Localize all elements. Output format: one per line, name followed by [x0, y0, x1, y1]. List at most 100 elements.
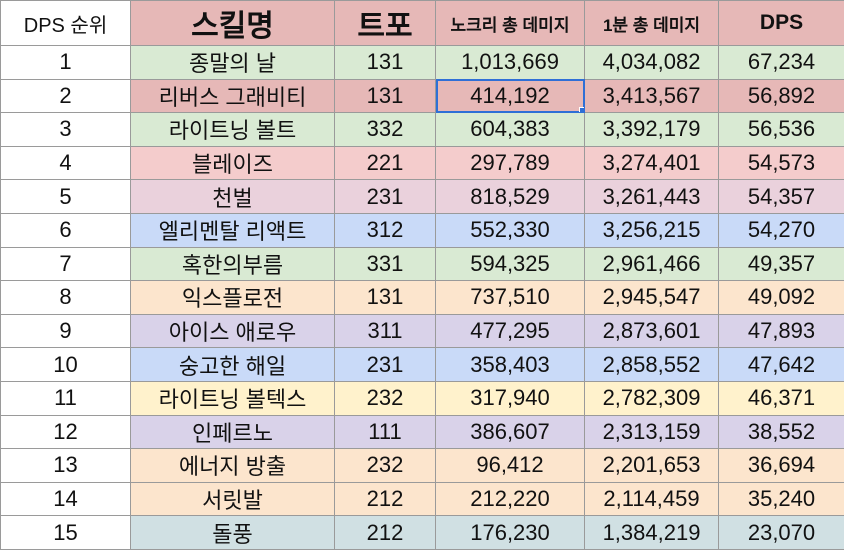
- 1min-damage-cell[interactable]: 3,261,443: [585, 180, 719, 214]
- skill-cell[interactable]: 돌풍: [131, 516, 335, 550]
- rank-cell[interactable]: 4: [1, 146, 131, 180]
- dps-cell[interactable]: 54,573: [719, 146, 844, 180]
- nocrit-damage-cell[interactable]: 358,403: [436, 348, 585, 382]
- skill-cell[interactable]: 천벌: [131, 180, 335, 214]
- dps-cell[interactable]: 49,092: [719, 281, 844, 315]
- skill-cell[interactable]: 서릿발: [131, 482, 335, 516]
- nocrit-damage-cell[interactable]: 212,220: [436, 482, 585, 516]
- tripod-cell[interactable]: 231: [335, 180, 436, 214]
- 1min-damage-cell[interactable]: 2,313,159: [585, 415, 719, 449]
- dps-cell[interactable]: 67,234: [719, 46, 844, 80]
- nocrit-damage-cell[interactable]: 297,789: [436, 146, 585, 180]
- tripod-cell[interactable]: 111: [335, 415, 436, 449]
- tripod-cell[interactable]: 212: [335, 482, 436, 516]
- dps-cell[interactable]: 54,357: [719, 180, 844, 214]
- skill-cell[interactable]: 리버스 그래비티: [131, 79, 335, 113]
- nocrit-damage-cell[interactable]: 317,940: [436, 381, 585, 415]
- tripod-cell[interactable]: 232: [335, 381, 436, 415]
- rank-cell[interactable]: 3: [1, 113, 131, 147]
- header-1min-damage[interactable]: 1분 총 데미지: [585, 1, 719, 46]
- dps-cell[interactable]: 46,371: [719, 381, 844, 415]
- nocrit-damage-cell[interactable]: 594,325: [436, 247, 585, 281]
- nocrit-damage-cell[interactable]: 414,192: [436, 79, 585, 113]
- tripod-cell[interactable]: 131: [335, 79, 436, 113]
- 1min-damage-cell[interactable]: 3,413,567: [585, 79, 719, 113]
- 1min-damage-cell[interactable]: 2,873,601: [585, 314, 719, 348]
- dps-cell[interactable]: 36,694: [719, 449, 844, 483]
- tripod-cell[interactable]: 232: [335, 449, 436, 483]
- 1min-damage-cell[interactable]: 2,201,653: [585, 449, 719, 483]
- skill-cell[interactable]: 아이스 애로우: [131, 314, 335, 348]
- nocrit-damage-cell[interactable]: 818,529: [436, 180, 585, 214]
- tripod-cell[interactable]: 131: [335, 281, 436, 315]
- 1min-damage-cell[interactable]: 2,961,466: [585, 247, 719, 281]
- skill-cell[interactable]: 블레이즈: [131, 146, 335, 180]
- rank-cell[interactable]: 11: [1, 381, 131, 415]
- dps-cell[interactable]: 56,536: [719, 113, 844, 147]
- dps-cell[interactable]: 49,357: [719, 247, 844, 281]
- nocrit-damage-cell[interactable]: 176,230: [436, 516, 585, 550]
- rank-cell[interactable]: 9: [1, 314, 131, 348]
- 1min-damage-cell[interactable]: 1,384,219: [585, 516, 719, 550]
- 1min-damage-cell[interactable]: 2,858,552: [585, 348, 719, 382]
- 1min-damage-cell[interactable]: 2,782,309: [585, 381, 719, 415]
- dps-cell[interactable]: 47,893: [719, 314, 844, 348]
- tripod-cell[interactable]: 312: [335, 213, 436, 247]
- 1min-damage-cell[interactable]: 3,392,179: [585, 113, 719, 147]
- dps-cell[interactable]: 23,070: [719, 516, 844, 550]
- 1min-damage-cell[interactable]: 2,114,459: [585, 482, 719, 516]
- skill-cell[interactable]: 라이트닝 볼트: [131, 113, 335, 147]
- header-skill[interactable]: 스킬명: [131, 1, 335, 46]
- rank-cell[interactable]: 8: [1, 281, 131, 315]
- header-tripod[interactable]: 트포: [335, 1, 436, 46]
- tripod-cell[interactable]: 231: [335, 348, 436, 382]
- dps-cell[interactable]: 47,642: [719, 348, 844, 382]
- skill-cell[interactable]: 익스플로전: [131, 281, 335, 315]
- rank-cell[interactable]: 10: [1, 348, 131, 382]
- nocrit-damage-cell[interactable]: 1,013,669: [436, 46, 585, 80]
- dps-cell[interactable]: 54,270: [719, 213, 844, 247]
- rank-cell[interactable]: 14: [1, 482, 131, 516]
- rank-cell[interactable]: 7: [1, 247, 131, 281]
- skill-cell[interactable]: 인페르노: [131, 415, 335, 449]
- skill-cell[interactable]: 혹한의부름: [131, 247, 335, 281]
- nocrit-damage-cell[interactable]: 477,295: [436, 314, 585, 348]
- 1min-damage-cell[interactable]: 3,256,215: [585, 213, 719, 247]
- tripod-cell[interactable]: 311: [335, 314, 436, 348]
- skill-cell[interactable]: 종말의 날: [131, 46, 335, 80]
- rank-cell[interactable]: 5: [1, 180, 131, 214]
- tripod-cell[interactable]: 212: [335, 516, 436, 550]
- nocrit-damage-cell[interactable]: 552,330: [436, 213, 585, 247]
- dps-cell[interactable]: 35,240: [719, 482, 844, 516]
- rank-cell[interactable]: 1: [1, 46, 131, 80]
- rank-cell[interactable]: 2: [1, 79, 131, 113]
- rank-cell[interactable]: 13: [1, 449, 131, 483]
- header-dps[interactable]: DPS: [719, 1, 844, 46]
- 1min-damage-cell[interactable]: 2,945,547: [585, 281, 719, 315]
- skill-cell[interactable]: 숭고한 해일: [131, 348, 335, 382]
- tripod-cell[interactable]: 221: [335, 146, 436, 180]
- 1min-damage-cell[interactable]: 4,034,082: [585, 46, 719, 80]
- header-rank[interactable]: DPS 순위: [1, 1, 131, 46]
- header-nocrit-damage[interactable]: 노크리 총 데미지: [436, 1, 585, 46]
- tripod-cell[interactable]: 332: [335, 113, 436, 147]
- tripod-cell[interactable]: 331: [335, 247, 436, 281]
- skill-cell[interactable]: 라이트닝 볼텍스: [131, 381, 335, 415]
- dps-cell[interactable]: 38,552: [719, 415, 844, 449]
- nocrit-damage-cell[interactable]: 737,510: [436, 281, 585, 315]
- rank-cell[interactable]: 15: [1, 516, 131, 550]
- nocrit-damage-cell[interactable]: 96,412: [436, 449, 585, 483]
- rank-cell[interactable]: 12: [1, 415, 131, 449]
- skill-cell[interactable]: 엘리멘탈 리액트: [131, 213, 335, 247]
- nocrit-damage-cell[interactable]: 386,607: [436, 415, 585, 449]
- nocrit-damage-cell[interactable]: 604,383: [436, 113, 585, 147]
- tripod-cell[interactable]: 131: [335, 46, 436, 80]
- skill-cell[interactable]: 에너지 방출: [131, 449, 335, 483]
- rank-cell[interactable]: 6: [1, 213, 131, 247]
- 1min-damage-cell[interactable]: 3,274,401: [585, 146, 719, 180]
- dps-cell[interactable]: 56,892: [719, 79, 844, 113]
